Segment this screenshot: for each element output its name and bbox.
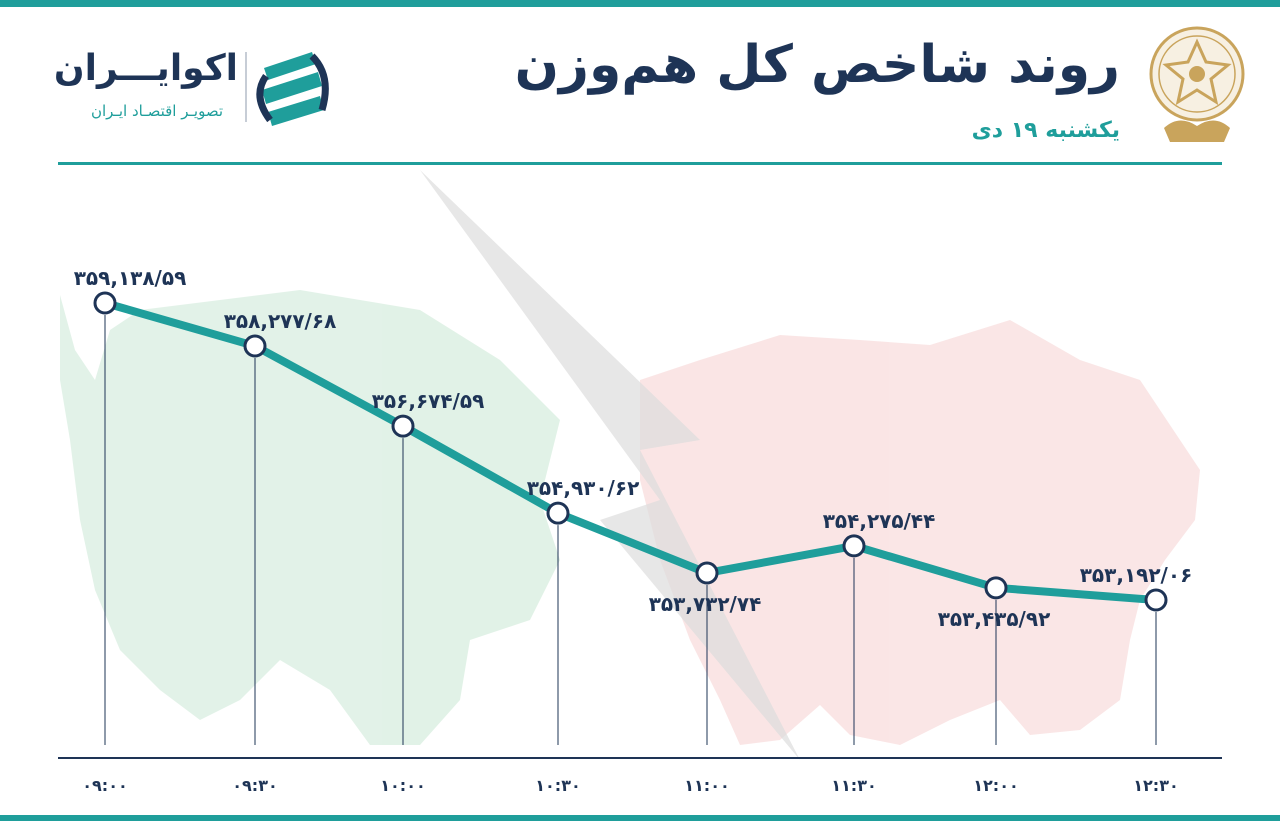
ecoiran-logo-icon bbox=[256, 52, 329, 126]
x-tick-label: ۰۹:۰۰ bbox=[82, 776, 127, 795]
x-tick-label: ۱۱:۰۰ bbox=[684, 776, 729, 795]
data-point bbox=[842, 534, 866, 558]
data-label: ۳۵۴,۲۷۵/۴۴ bbox=[823, 509, 936, 533]
data-point bbox=[243, 334, 267, 358]
brand-name: اکوایـــران bbox=[53, 48, 238, 89]
data-point bbox=[546, 501, 570, 525]
data-labels: ۳۵۹,۱۳۸/۵۹ ۳۵۸,۲۷۷/۶۸ ۳۵۶,۶۷۴/۵۹ ۳۵۴,۹۳۰/۶۲… bbox=[74, 266, 1193, 631]
drop-lines bbox=[104, 315, 1157, 745]
x-tick-label: ۱۰:۳۰ bbox=[535, 776, 580, 795]
data-label: ۳۵۳,۴۳۵/۹۲ bbox=[938, 607, 1051, 631]
top-accent-bar bbox=[0, 0, 1280, 7]
x-tick-label: ۱۲:۰۰ bbox=[973, 776, 1018, 795]
page-title: روند شاخص کل هم‌وزن bbox=[514, 35, 1120, 95]
brand-tagline: تصویـر اقتصـاد ایـران bbox=[90, 102, 224, 120]
data-point bbox=[1144, 588, 1168, 612]
series-line-equal-weight-index bbox=[101, 299, 1160, 604]
x-tick-labels: ۰۹:۰۰ ۰۹:۳۰ ۱۰:۰۰ ۱۰:۳۰ ۱۱:۰۰ ۱۱:۳۰ ۱۲:۰۰ ۱۲:۳۰ bbox=[82, 776, 1178, 795]
data-label: ۳۵۸,۲۷۷/۶۸ bbox=[224, 309, 337, 333]
header-divider bbox=[58, 162, 1222, 165]
data-point bbox=[695, 561, 719, 585]
bull-silhouette bbox=[60, 290, 560, 745]
x-tick-label: ۱۲:۳۰ bbox=[1133, 776, 1178, 795]
data-label: ۳۵۹,۱۳۸/۵۹ bbox=[74, 266, 187, 290]
data-label: ۳۵۳,۱۹۲/۰۶ bbox=[1080, 563, 1193, 587]
bull-bear-background bbox=[60, 170, 1200, 760]
x-tick-label: ۱۱:۳۰ bbox=[831, 776, 876, 795]
x-tick-label: ۱۰:۰۰ bbox=[380, 776, 425, 795]
data-label: ۳۵۶,۶۷۴/۵۹ bbox=[372, 389, 485, 413]
data-label: ۳۵۴,۹۳۰/۶۲ bbox=[527, 476, 640, 500]
data-point bbox=[391, 414, 415, 438]
bear-silhouette bbox=[640, 320, 1200, 745]
bottom-accent-bar bbox=[0, 815, 1280, 821]
x-tick-label: ۰۹:۳۰ bbox=[232, 776, 277, 795]
data-point bbox=[93, 291, 117, 315]
data-label: ۳۵۳,۷۳۲/۷۴ bbox=[649, 592, 762, 616]
down-arrow-silhouette bbox=[420, 170, 800, 760]
data-points bbox=[93, 291, 1168, 612]
data-point bbox=[984, 576, 1008, 600]
date-subtitle: یکشنبه ۱۹ دی bbox=[971, 118, 1120, 143]
tehran-stock-exchange-emblem-icon bbox=[1149, 26, 1245, 142]
logo-divider bbox=[245, 52, 247, 122]
